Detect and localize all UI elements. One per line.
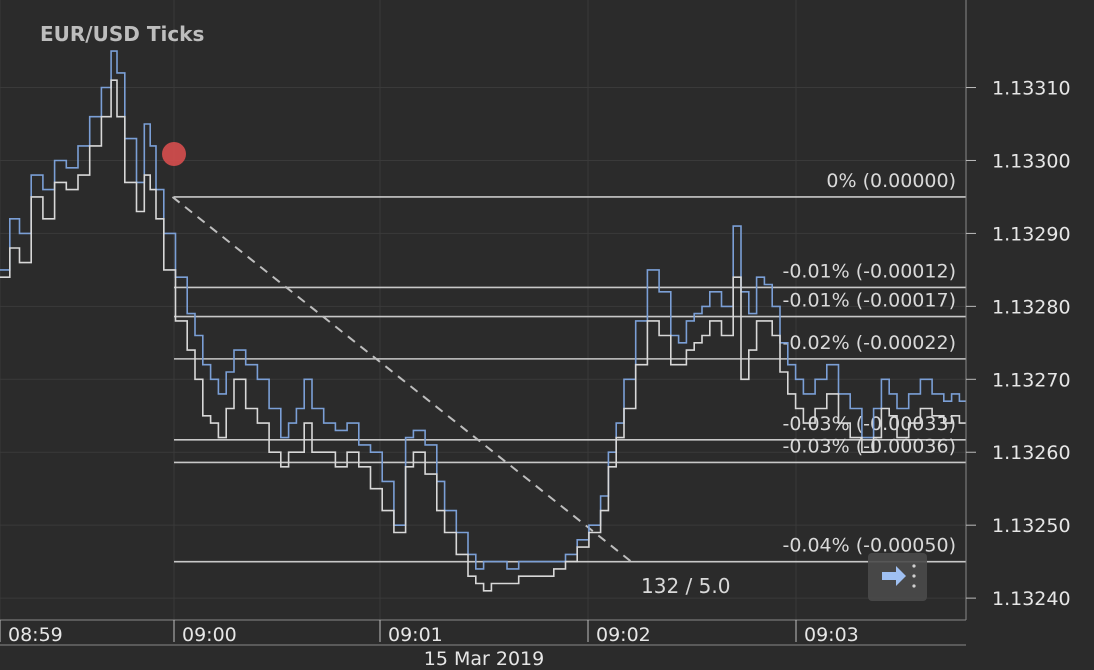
fib-level-label: -0.03% (-0.00036): [782, 435, 956, 457]
fib-level-label: -0.03% (-0.00033): [782, 413, 956, 435]
arrow-right-icon: [882, 566, 906, 586]
fib-level-label: -0.02% (-0.00022): [782, 332, 956, 354]
fib-level-label: -0.01% (-0.00017): [782, 290, 956, 312]
x-tick-label: 09:03: [804, 624, 859, 646]
x-tick-label: 09:00: [182, 624, 237, 646]
chart-title: EUR/USD Ticks: [40, 22, 204, 46]
y-tick-label: 1.13280: [992, 296, 1071, 318]
fib-level-label: -0.04% (-0.00050): [782, 535, 956, 557]
x-tick-label: 09:01: [388, 624, 443, 646]
plot-background: [0, 0, 966, 620]
x-tick-label: 08:59: [8, 624, 63, 646]
y-tick-label: 1.13260: [992, 442, 1071, 464]
y-axis-ticks: 1.13310 1.13300 1.13290 1.13280 1.13270 1.132…: [966, 78, 1071, 610]
measure-annotation: 132 / 5.0: [641, 574, 730, 598]
y-tick-label: 1.13290: [992, 223, 1071, 245]
marker-dot: [162, 142, 186, 166]
y-tick-label: 1.13250: [992, 515, 1071, 537]
x-axis-ticks: 08:59 09:00 09:01 09:02 09:03: [0, 620, 859, 646]
grid: [0, 0, 966, 620]
x-tick-label: 09:02: [596, 624, 651, 646]
ask-series-line[interactable]: [0, 50, 968, 570]
fib-level-label: 0% (0.00000): [826, 170, 956, 192]
fibonacci-levels: 0% (0.00000) -0.01% (-0.00012) -0.01% (-0.…: [174, 170, 966, 563]
series-layer: [0, 50, 968, 592]
y-tick-label: 1.13240: [992, 588, 1071, 610]
trend-line-layer: [171, 196, 632, 563]
fib-level-label: -0.01% (-0.00012): [782, 260, 956, 282]
y-tick-label: 1.13270: [992, 369, 1071, 391]
trend-line[interactable]: [171, 196, 632, 563]
y-tick-label: 1.13300: [992, 150, 1071, 172]
more-vertical-icon: [912, 564, 916, 588]
date-label: 15 Mar 2019: [424, 648, 544, 670]
y-axis-panel: [966, 0, 1094, 620]
bid-series-line[interactable]: [0, 79, 968, 592]
y-tick-label: 1.13310: [992, 78, 1071, 100]
scroll-to-end-button[interactable]: [868, 553, 927, 601]
